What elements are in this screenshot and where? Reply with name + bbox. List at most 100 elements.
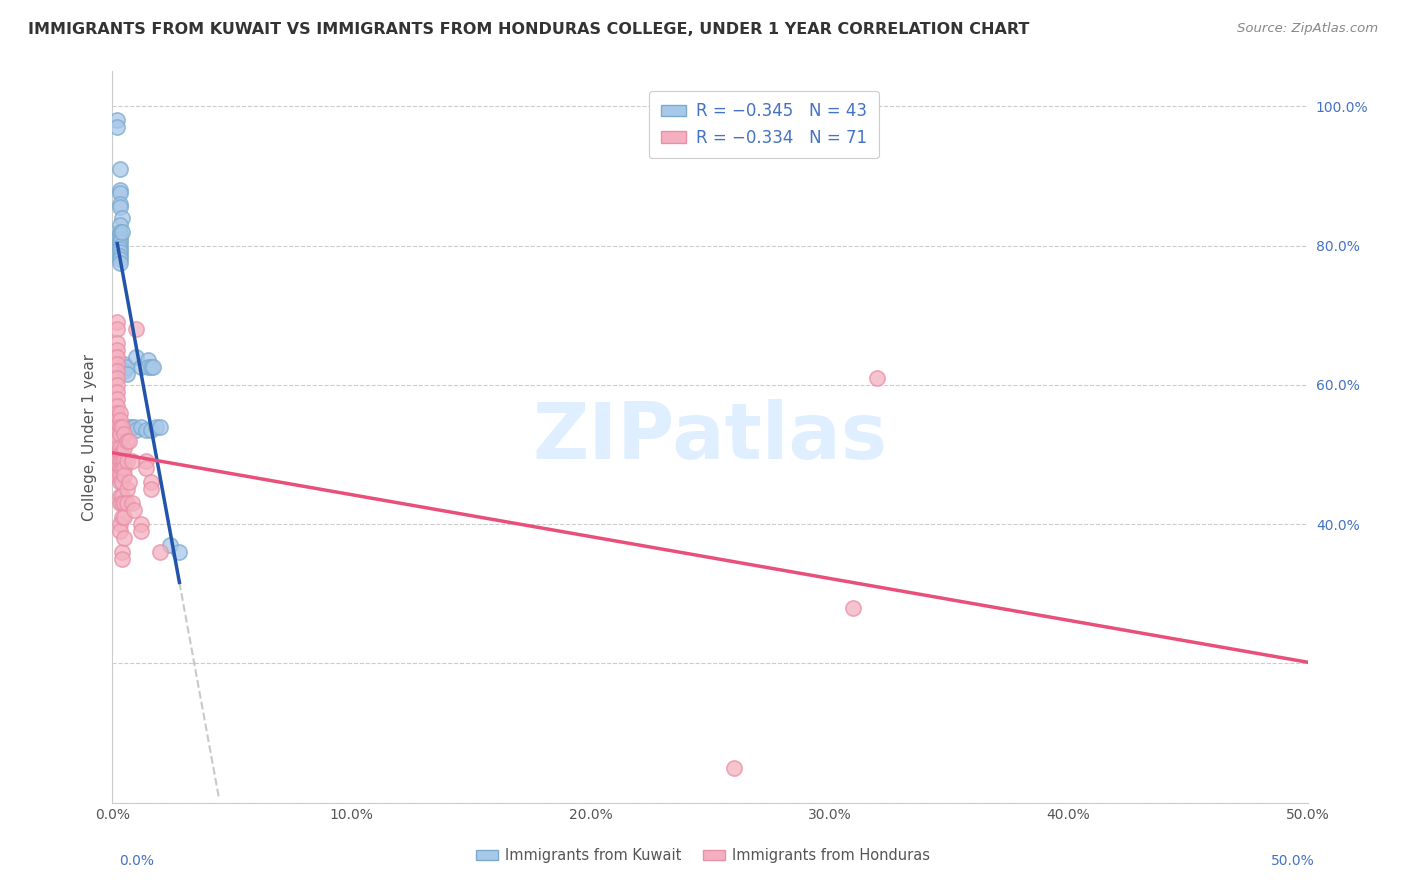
- Point: [105, 322, 128, 336]
- Point: [108, 196, 131, 211]
- Point: [135, 423, 157, 437]
- Point: [105, 343, 128, 357]
- Point: [108, 489, 131, 503]
- Point: [115, 483, 138, 497]
- Text: 0.0%: 0.0%: [120, 854, 155, 868]
- Point: [115, 454, 138, 468]
- Point: [108, 468, 131, 483]
- Point: [105, 426, 128, 441]
- Point: [111, 461, 134, 475]
- Point: [111, 211, 134, 225]
- Point: [105, 412, 128, 426]
- Point: [108, 200, 131, 214]
- Legend: Immigrants from Kuwait, Immigrants from Honduras: Immigrants from Kuwait, Immigrants from …: [470, 842, 936, 869]
- Point: [105, 350, 128, 364]
- Point: [105, 315, 128, 329]
- Point: [114, 426, 135, 441]
- Point: [111, 448, 134, 462]
- Point: [108, 242, 131, 256]
- Point: [129, 524, 152, 538]
- Point: [111, 419, 134, 434]
- Point: [108, 454, 131, 468]
- Point: [842, 600, 865, 615]
- Point: [169, 545, 191, 559]
- Point: [115, 434, 138, 448]
- Point: [105, 377, 128, 392]
- Point: [114, 426, 135, 441]
- Point: [105, 441, 128, 455]
- Point: [108, 461, 131, 475]
- Point: [105, 120, 128, 134]
- Point: [105, 461, 128, 475]
- Point: [108, 245, 131, 260]
- Point: [108, 225, 131, 239]
- Point: [105, 357, 128, 371]
- Point: [135, 461, 157, 475]
- Point: [114, 531, 135, 545]
- Point: [111, 545, 134, 559]
- Point: [122, 503, 145, 517]
- Point: [108, 412, 131, 426]
- Point: [139, 483, 162, 497]
- Point: [114, 496, 135, 510]
- Point: [135, 454, 157, 468]
- Point: [108, 186, 131, 201]
- Point: [115, 496, 138, 510]
- Point: [121, 419, 143, 434]
- Point: [108, 218, 131, 232]
- Point: [108, 183, 131, 197]
- Point: [105, 454, 128, 468]
- Point: [149, 545, 172, 559]
- Point: [105, 399, 128, 413]
- Point: [105, 419, 128, 434]
- Point: [121, 496, 143, 510]
- Point: [111, 225, 134, 239]
- Point: [145, 419, 167, 434]
- Point: [118, 475, 141, 490]
- Point: [108, 475, 131, 490]
- Point: [105, 364, 128, 378]
- Point: [114, 441, 135, 455]
- Y-axis label: College, Under 1 year: College, Under 1 year: [82, 353, 97, 521]
- Point: [114, 357, 135, 371]
- Point: [105, 336, 128, 351]
- Legend: R = −0.345   N = 43, R = −0.334   N = 71: R = −0.345 N = 43, R = −0.334 N = 71: [650, 91, 879, 159]
- Point: [108, 161, 131, 176]
- Point: [138, 360, 160, 375]
- Point: [108, 256, 131, 270]
- Point: [139, 475, 162, 490]
- Point: [108, 426, 131, 441]
- Point: [142, 360, 165, 375]
- Point: [108, 524, 131, 538]
- Point: [108, 517, 131, 532]
- Point: [105, 371, 128, 385]
- Point: [122, 419, 145, 434]
- Text: Source: ZipAtlas.com: Source: ZipAtlas.com: [1237, 22, 1378, 36]
- Point: [139, 360, 162, 375]
- Text: 50.0%: 50.0%: [1271, 854, 1315, 868]
- Point: [138, 353, 160, 368]
- Point: [108, 406, 131, 420]
- Point: [105, 406, 128, 420]
- Point: [108, 235, 131, 249]
- Point: [105, 448, 128, 462]
- Point: [723, 761, 745, 775]
- Point: [105, 113, 128, 128]
- Point: [114, 364, 135, 378]
- Point: [108, 252, 131, 267]
- Point: [129, 517, 152, 532]
- Point: [115, 368, 138, 382]
- Point: [149, 419, 172, 434]
- Point: [121, 454, 143, 468]
- Point: [114, 510, 135, 524]
- Point: [108, 448, 131, 462]
- Point: [105, 392, 128, 406]
- Text: ZIPatlas: ZIPatlas: [533, 399, 887, 475]
- Point: [118, 419, 141, 434]
- Point: [114, 468, 135, 483]
- Point: [125, 322, 148, 336]
- Point: [108, 441, 131, 455]
- Point: [105, 468, 128, 483]
- Point: [125, 350, 148, 364]
- Point: [111, 510, 134, 524]
